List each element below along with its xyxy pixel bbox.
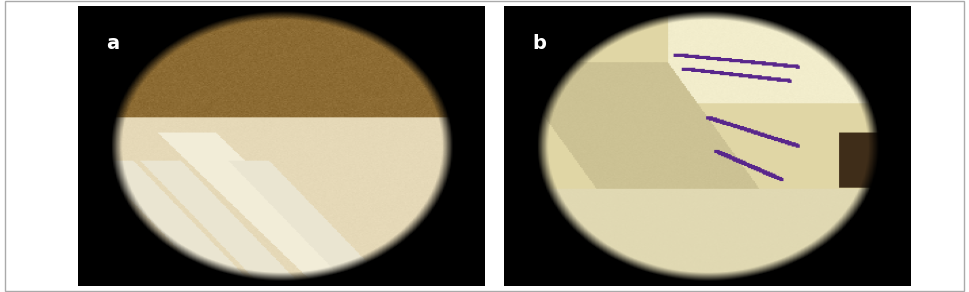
Text: b: b bbox=[532, 34, 547, 53]
Text: a: a bbox=[106, 34, 119, 53]
